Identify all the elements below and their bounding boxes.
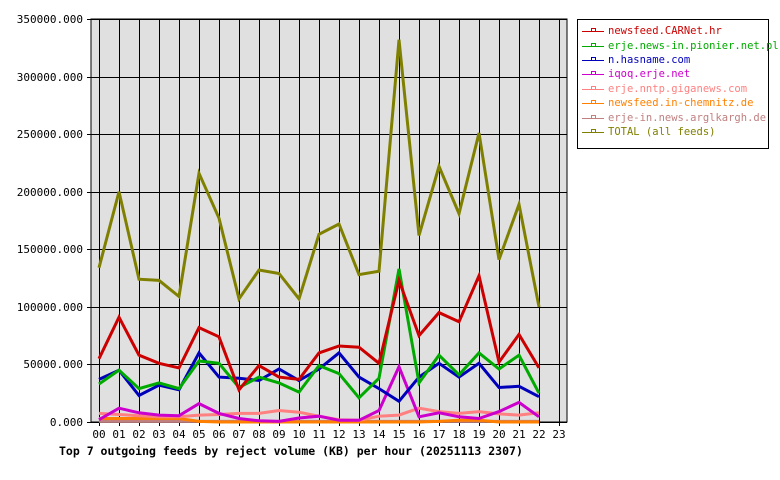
legend-line-marker-icon	[582, 70, 604, 78]
x-tick-label: 22	[532, 428, 545, 441]
x-tick-label: 14	[372, 428, 386, 441]
x-tick-label: 15	[392, 428, 405, 441]
legend-label: erje-in.news.arglkargh.de	[608, 111, 767, 124]
legend-line-marker-icon	[582, 85, 604, 93]
x-tick-label: 01	[112, 428, 125, 441]
series-line	[97, 39, 541, 308]
legend-item: newsfeed.CARNet.hr	[582, 24, 768, 38]
x-tick-label: 10	[292, 428, 305, 441]
y-tick-label: 350000.000	[17, 13, 83, 26]
legend-line-marker-icon	[582, 56, 604, 64]
x-tick-label: 11	[312, 428, 325, 441]
x-tick-label: 18	[452, 428, 465, 441]
x-tick-label: 03	[152, 428, 165, 441]
x-tick-label: 23	[552, 428, 565, 441]
plot-area	[90, 18, 568, 423]
legend-label: iqoq.erje.net	[608, 68, 691, 81]
legend-label: newsfeed.in-chemnitz.de	[608, 97, 754, 110]
legend-line-marker-icon	[582, 42, 604, 50]
legend-item: erje.news-in.pionier.net.pl	[582, 38, 779, 52]
y-tick-label: 300000.000	[17, 71, 83, 84]
y-axis: 0.000 50000.000 100000.000 150000.000 200000…	[17, 13, 83, 429]
x-tick-label: 19	[472, 428, 485, 441]
x-tick-label: 05	[192, 428, 205, 441]
x-tick-label: 12	[332, 428, 345, 441]
series-line	[98, 268, 541, 401]
x-tick-label: 17	[432, 428, 445, 441]
series-line	[98, 362, 540, 423]
y-tick-label: 150000.000	[17, 243, 83, 256]
x-tick-label: 13	[352, 428, 365, 441]
legend-label: erje.news-in.pionier.net.pl	[608, 39, 779, 52]
legend-label: n.hasname.com	[608, 53, 691, 66]
legend-line-marker-icon	[582, 114, 604, 122]
legend-line-marker-icon	[582, 27, 604, 35]
x-tick-label: 02	[132, 428, 145, 441]
legend-item: TOTAL (all feeds)	[582, 125, 768, 139]
x-tick-label: 09	[272, 428, 285, 441]
legend-line-marker-icon	[582, 128, 604, 136]
x-axis: 00 01 02 03 04 05 06 07 08 09 10 11 12 13 14 15 16 17 18 19…	[92, 428, 565, 441]
chart-title: Top 7 outgoing feeds by reject volume (K…	[59, 444, 523, 458]
series-line	[97, 271, 541, 393]
legend-item: iqoq.erje.net	[582, 67, 768, 81]
series-line	[99, 417, 539, 424]
legend-item: erje-in.news.arglkargh.de	[582, 110, 768, 124]
legend: newsfeed.CARNet.hr erje.news-in.pionier.n…	[577, 19, 779, 149]
legend-label: erje.nntp.giganews.com	[608, 82, 748, 95]
series-lines	[97, 39, 541, 424]
x-tick-label: 07	[232, 428, 245, 441]
y-tick-label: 250000.000	[17, 128, 83, 141]
series-line	[98, 350, 540, 404]
x-tick-label: 08	[252, 428, 265, 441]
legend-label: newsfeed.CARNet.hr	[608, 25, 722, 38]
x-tick-label: 21	[512, 428, 525, 441]
y-tick-label: 100000.000	[17, 301, 83, 314]
y-tick-label: 200000.000	[17, 186, 83, 199]
y-tick-label: 50000.000	[23, 358, 83, 371]
legend-line-marker-icon	[582, 99, 604, 107]
legend-item: n.hasname.com	[582, 53, 768, 67]
x-tick-label: 16	[412, 428, 425, 441]
x-tick-label: 00	[92, 428, 105, 441]
legend-item: newsfeed.in-chemnitz.de	[582, 96, 768, 110]
y-tick-label: 0.000	[50, 416, 83, 429]
x-tick-label: 04	[172, 428, 186, 441]
x-tick-label: 06	[212, 428, 225, 441]
legend-item: erje.nntp.giganews.com	[582, 82, 768, 96]
x-tick-label: 20	[492, 428, 505, 441]
legend-label: TOTAL (all feeds)	[608, 125, 716, 138]
plot-background	[90, 18, 568, 423]
